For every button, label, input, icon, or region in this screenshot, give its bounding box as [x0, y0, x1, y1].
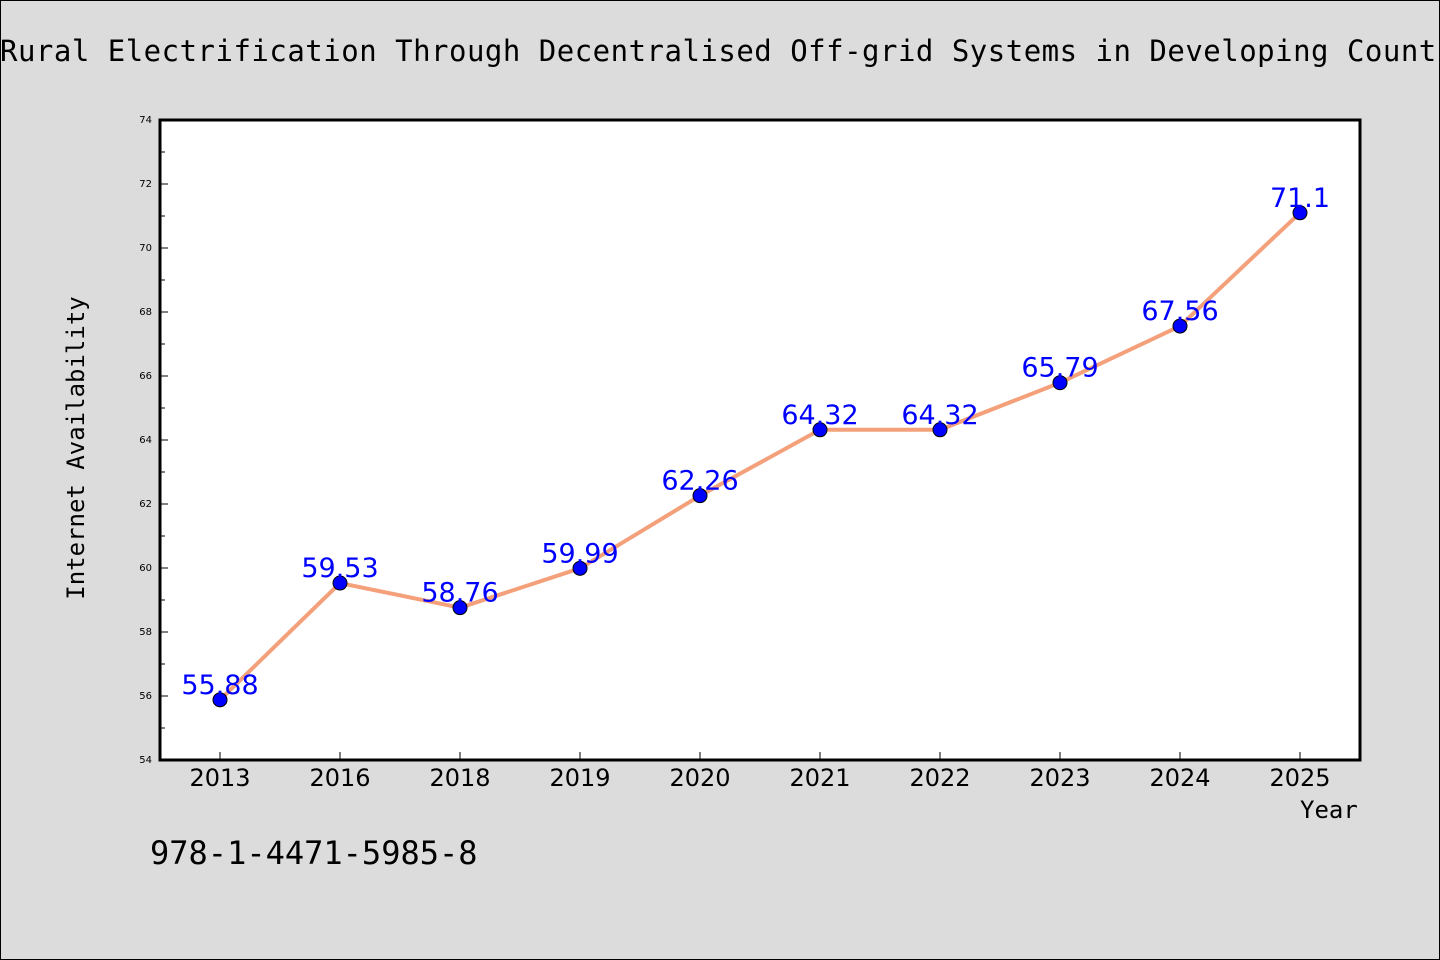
- y-tick-label: 70: [139, 243, 152, 254]
- data-label: 59.53: [301, 553, 378, 584]
- series-line: [218, 211, 1302, 702]
- data-point: [1292, 205, 1308, 221]
- x-tick-label: 2020: [669, 764, 730, 792]
- data-point: [1172, 318, 1188, 334]
- x-tick-label: 2024: [1149, 764, 1210, 792]
- plot-frame: [158, 118, 1362, 762]
- data-label: 58.76: [421, 578, 498, 609]
- y-tick-label: 54: [139, 755, 152, 766]
- data-point: [932, 422, 948, 438]
- x-tick-label: 2019: [549, 764, 610, 792]
- y-tick-label: 72: [139, 179, 152, 190]
- data-point: [692, 488, 708, 504]
- x-tick-label: 2022: [909, 764, 970, 792]
- y-tick-label: 60: [139, 563, 152, 574]
- data-point: [812, 422, 828, 438]
- y-tick-label: 62: [139, 499, 152, 510]
- data-point: [212, 692, 228, 708]
- data-label: 62.26: [661, 466, 738, 497]
- data-point: [332, 575, 348, 591]
- plot-area: [160, 120, 1360, 760]
- y-axis-label: Internet Availability: [62, 296, 90, 600]
- x-axis-label: Year: [1300, 796, 1358, 824]
- y-tick-label: 64: [139, 435, 152, 446]
- y-tick-label: 56: [139, 691, 152, 702]
- data-point: [452, 600, 468, 616]
- data-label: 65.79: [1021, 353, 1098, 384]
- chart-title: Rural Electrification Through Decentrali…: [0, 34, 1437, 68]
- x-tick-label: 2013: [189, 764, 250, 792]
- x-tick-label: 2021: [789, 764, 850, 792]
- data-point: [572, 560, 588, 576]
- y-tick-label: 74: [139, 115, 152, 126]
- y-tick-label: 58: [139, 627, 152, 638]
- data-label: 64.32: [781, 400, 858, 431]
- x-tick-label: 2018: [429, 764, 490, 792]
- x-axis: 2013 2016 2018 2019 2020 2021 2022 2023 2024 2025: [189, 752, 1331, 792]
- x-tick-label: 2025: [1269, 764, 1330, 792]
- data-label: 67.56: [1141, 296, 1218, 327]
- x-tick-label: 2023: [1029, 764, 1090, 792]
- data-markers: [212, 205, 1308, 708]
- y-tick-label: 68: [139, 307, 152, 318]
- data-label: 55.88: [181, 670, 258, 701]
- footer-text: 978-1-4471-5985-8: [150, 834, 478, 872]
- data-label: 59.99: [541, 538, 618, 569]
- data-label: 71.1: [1270, 183, 1330, 214]
- data-point: [1052, 375, 1068, 391]
- y-tick-label: 66: [139, 371, 152, 382]
- x-tick-label: 2016: [309, 764, 370, 792]
- data-label: 64.32: [901, 400, 978, 431]
- data-labels: 55.88 59.53 58.76 59.99 62.26 64.32 64.32 65.79…: [181, 183, 1330, 701]
